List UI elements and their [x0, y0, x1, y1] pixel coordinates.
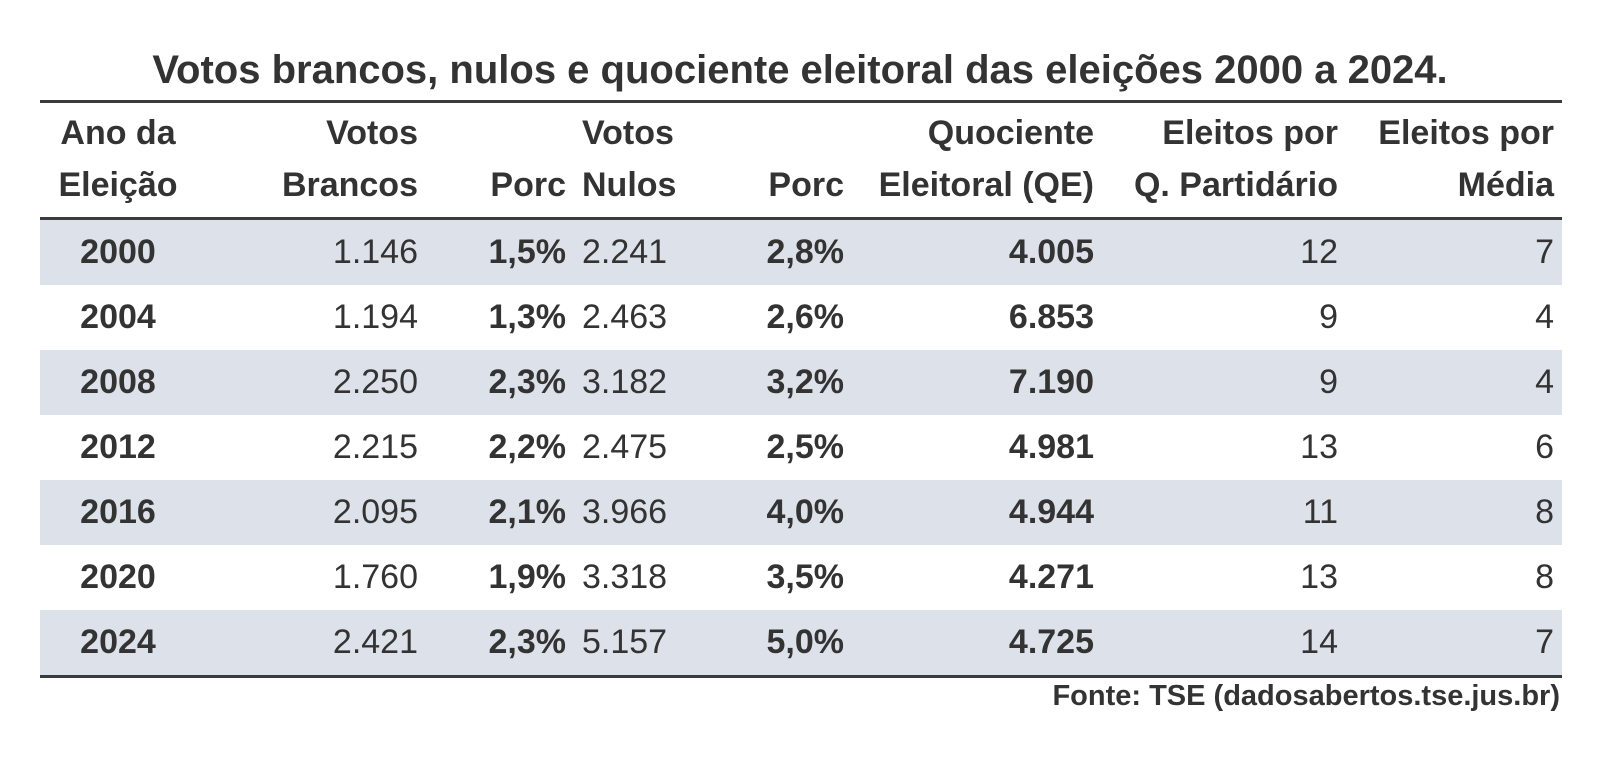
header-votos-brancos: Votos Brancos	[196, 101, 426, 220]
cell-qe: 4.005	[852, 218, 1102, 285]
cell-eleitos-qp: 9	[1319, 298, 1338, 336]
cell-qe: 4.981	[1008, 428, 1094, 466]
cell-brancos: 2.095	[196, 480, 426, 545]
table-row: 2020 1.760 1,9% 3.318 3,5% 4.271 13 8	[40, 545, 1562, 610]
header-line1: Votos	[326, 114, 418, 152]
cell-qe: 7.190	[852, 350, 1102, 415]
cell-porc-brancos: 1,3%	[488, 298, 567, 336]
cell-eleitos-media: 8	[1346, 480, 1562, 545]
cell-porc-brancos: 2,3%	[426, 610, 574, 677]
cell-porc-nulos: 3,2%	[704, 350, 852, 415]
cell-eleitos-media: 7	[1346, 218, 1562, 285]
header-line1: Eleitos por	[1378, 114, 1554, 152]
cell-qe: 6.853	[1008, 298, 1094, 336]
cell-eleitos-media: 6	[1535, 428, 1554, 466]
header-line2: Nulos	[582, 166, 677, 204]
cell-porc-nulos: 2,6%	[766, 298, 845, 336]
table-row: 2008 2.250 2,3% 3.182 3,2% 7.190 9 4	[40, 350, 1562, 415]
cell-eleitos-media: 8	[1535, 558, 1554, 596]
header-line1: Quociente	[927, 114, 1094, 152]
source-note: Fonte: TSE (dadosabertos.tse.jus.br)	[1052, 680, 1560, 712]
cell-porc-nulos: 3,5%	[766, 558, 845, 596]
cell-porc-brancos: 1,5%	[426, 218, 574, 285]
table-row: 2016 2.095 2,1% 3.966 4,0% 4.944 11 8	[40, 480, 1562, 545]
table-title: Votos brancos, nulos e quociente eleitor…	[152, 48, 1448, 92]
cell-porc-nulos: 2,8%	[704, 218, 852, 285]
table-row: 2004 1.194 1,3% 2.463 2,6% 6.853 9 4	[40, 285, 1562, 350]
cell-eleitos-qp: 13	[1300, 558, 1338, 596]
cell-eleitos-qp: 11	[1102, 480, 1346, 545]
cell-brancos: 2.215	[332, 428, 418, 466]
cell-ano: 2020	[80, 558, 156, 596]
header-line1: Votos	[582, 114, 674, 152]
header-line1: Eleitos por	[1162, 114, 1338, 152]
cell-qe: 4.271	[1008, 558, 1094, 596]
cell-nulos: 5.157	[574, 610, 704, 677]
header-row: Ano da Eleição Votos Brancos Porc Votos …	[40, 101, 1562, 220]
cell-nulos: 2.463	[582, 298, 668, 336]
header-line2: Porc	[768, 166, 844, 204]
cell-porc-nulos: 2,5%	[766, 428, 845, 466]
cell-nulos: 3.966	[574, 480, 704, 545]
cell-eleitos-media: 4	[1346, 350, 1562, 415]
cell-brancos: 1.760	[332, 558, 418, 596]
header-porc-nulos: Porc	[704, 101, 852, 220]
header-eleitos-qp: Eleitos por Q. Partidário	[1102, 101, 1346, 220]
cell-ano: 2016	[40, 480, 196, 545]
header-line2: Q. Partidário	[1133, 166, 1338, 204]
cell-ano: 2004	[80, 298, 156, 336]
cell-eleitos-qp: 12	[1102, 218, 1346, 285]
cell-eleitos-qp: 14	[1102, 610, 1346, 677]
table-row: 2012 2.215 2,2% 2.475 2,5% 4.981 13 6	[40, 415, 1562, 480]
cell-brancos: 2.421	[196, 610, 426, 677]
election-table-container: Ano da Eleição Votos Brancos Porc Votos …	[40, 100, 1562, 678]
cell-brancos: 1.146	[196, 218, 426, 285]
header-line2: Brancos	[281, 166, 418, 204]
cell-nulos: 3.182	[574, 350, 704, 415]
table-row: 2024 2.421 2,3% 5.157 5,0% 4.725 14 7	[40, 610, 1562, 677]
cell-ano: 2000	[40, 218, 196, 285]
cell-brancos: 1.194	[332, 298, 418, 336]
cell-porc-nulos: 5,0%	[704, 610, 852, 677]
header-porc-brancos: Porc	[426, 101, 574, 220]
cell-porc-brancos: 2,3%	[426, 350, 574, 415]
cell-ano: 2024	[40, 610, 196, 677]
cell-nulos: 2.241	[574, 218, 704, 285]
cell-eleitos-media: 4	[1535, 298, 1554, 336]
header-line2: Média	[1457, 166, 1554, 204]
cell-eleitos-qp: 13	[1300, 428, 1338, 466]
header-line1: Ano da	[60, 114, 176, 152]
cell-brancos: 2.250	[196, 350, 426, 415]
cell-ano: 2012	[80, 428, 156, 466]
header-ano-eleicao: Ano da Eleição	[40, 101, 196, 220]
cell-nulos: 2.475	[582, 428, 668, 466]
cell-qe: 4.725	[852, 610, 1102, 677]
cell-ano: 2008	[40, 350, 196, 415]
election-table: Ano da Eleição Votos Brancos Porc Votos …	[40, 100, 1562, 678]
cell-qe: 4.944	[852, 480, 1102, 545]
cell-porc-brancos: 2,2%	[488, 428, 567, 466]
header-line2: Eleição	[58, 166, 178, 204]
header-line2: Eleitoral (QE)	[878, 166, 1094, 204]
cell-eleitos-qp: 9	[1102, 350, 1346, 415]
header-eleitos-media: Eleitos por Média	[1346, 101, 1562, 220]
cell-eleitos-media: 7	[1346, 610, 1562, 677]
header-line2: Porc	[490, 166, 566, 204]
header-quociente-eleitoral: Quociente Eleitoral (QE)	[852, 101, 1102, 220]
header-votos-nulos: Votos Nulos	[574, 101, 704, 220]
table-row: 2000 1.146 1,5% 2.241 2,8% 4.005 12 7	[40, 218, 1562, 285]
cell-porc-nulos: 4,0%	[704, 480, 852, 545]
cell-porc-brancos: 1,9%	[488, 558, 567, 596]
cell-porc-brancos: 2,1%	[426, 480, 574, 545]
cell-nulos: 3.318	[582, 558, 668, 596]
